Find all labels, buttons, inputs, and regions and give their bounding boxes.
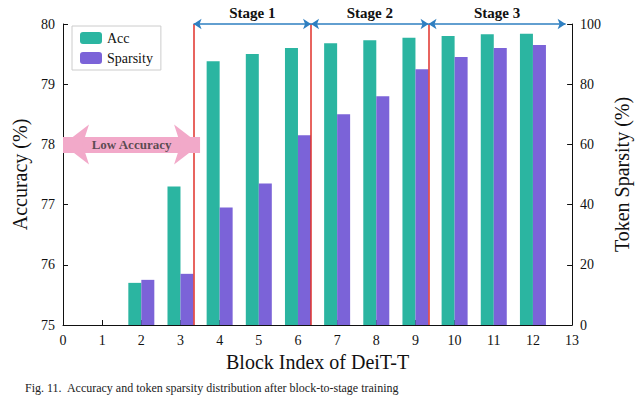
svg-text:76: 76 (41, 257, 55, 272)
svg-text:3: 3 (177, 333, 184, 348)
svg-text:Token Sparsity (%): Token Sparsity (%) (611, 97, 634, 252)
svg-text:100: 100 (580, 17, 601, 32)
svg-text:Sparsity: Sparsity (107, 51, 153, 66)
svg-text:Stage 2: Stage 2 (347, 5, 393, 21)
svg-text:Stage 3: Stage 3 (474, 5, 520, 21)
svg-text:12: 12 (526, 333, 540, 348)
svg-text:79: 79 (41, 77, 55, 92)
svg-text:1: 1 (99, 333, 106, 348)
svg-text:Acc: Acc (107, 31, 130, 46)
svg-text:Low Accuracy: Low Accuracy (92, 137, 172, 152)
svg-text:40: 40 (580, 197, 594, 212)
svg-text:10: 10 (448, 333, 462, 348)
svg-text:Fig. 11. Accuracy and token s: Fig. 11. Accuracy and token sparsity dis… (25, 381, 398, 395)
svg-text:20: 20 (580, 257, 594, 272)
svg-text:60: 60 (580, 137, 594, 152)
svg-text:0: 0 (60, 333, 67, 348)
svg-text:13: 13 (565, 333, 579, 348)
svg-text:80: 80 (580, 77, 594, 92)
svg-text:0: 0 (580, 318, 587, 333)
svg-text:80: 80 (41, 17, 55, 32)
svg-text:5: 5 (255, 333, 262, 348)
svg-text:Accuracy (%): Accuracy (%) (9, 119, 32, 231)
svg-text:Block Index of DeiT-T: Block Index of DeiT-T (226, 351, 409, 373)
svg-text:11: 11 (487, 333, 500, 348)
svg-text:7: 7 (334, 333, 341, 348)
svg-text:9: 9 (412, 333, 419, 348)
svg-text:78: 78 (41, 137, 55, 152)
svg-text:77: 77 (41, 197, 55, 212)
svg-text:75: 75 (41, 318, 55, 333)
svg-text:8: 8 (373, 333, 380, 348)
svg-text:4: 4 (216, 333, 223, 348)
svg-text:2: 2 (138, 333, 145, 348)
svg-text:Stage 1: Stage 1 (229, 5, 275, 21)
svg-text:6: 6 (294, 333, 301, 348)
